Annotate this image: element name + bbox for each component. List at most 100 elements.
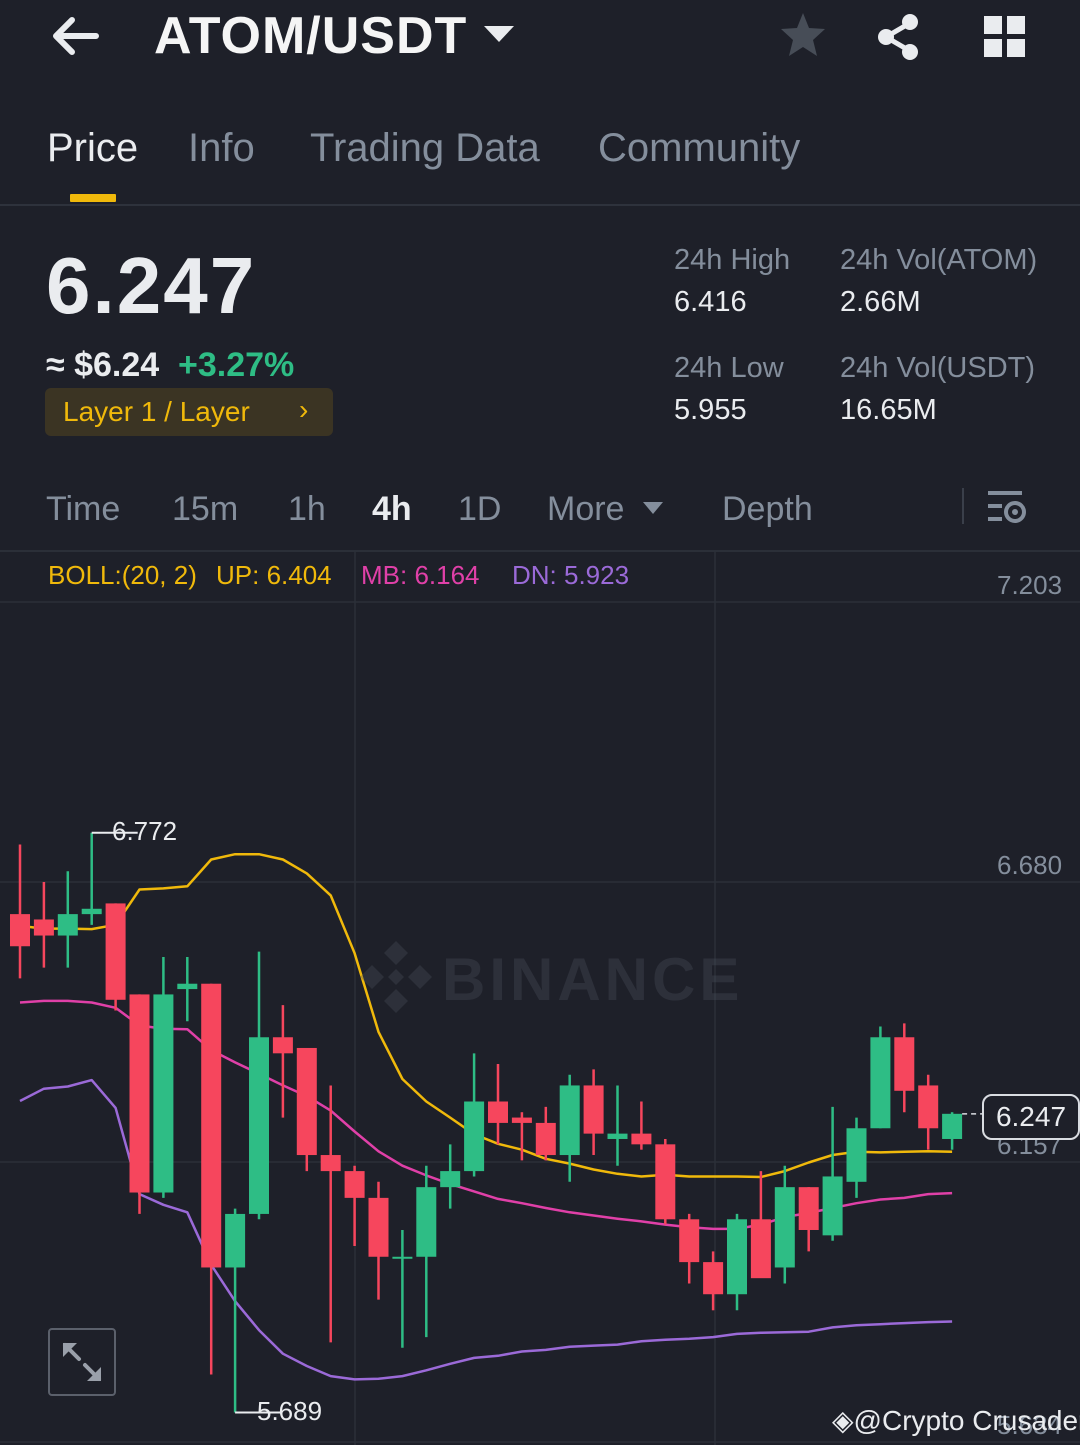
- back-arrow-icon[interactable]: [48, 8, 104, 64]
- candle-body: [559, 1085, 580, 1156]
- boll-upper-line: [19, 852, 953, 1179]
- interval-more[interactable]: More: [547, 490, 625, 528]
- boll-middle-line: [19, 999, 953, 1231]
- candle-body: [105, 903, 126, 1000]
- pair-title[interactable]: ATOM/USDT: [154, 7, 468, 65]
- candle-body: [464, 1101, 485, 1172]
- tab-info[interactable]: Info: [188, 126, 255, 170]
- candle-body: [822, 1176, 843, 1236]
- candle-body: [177, 983, 198, 990]
- candle: [727, 1213, 747, 1311]
- candle-body: [798, 1187, 819, 1230]
- high-24h-label: 24h High: [674, 244, 791, 276]
- candle-body: [249, 1037, 269, 1214]
- tab-trading-data[interactable]: Trading Data: [310, 126, 540, 170]
- candle-body: [750, 1219, 771, 1279]
- chart-canvas: [0, 552, 1080, 1445]
- interval-4h[interactable]: 4h: [372, 490, 412, 528]
- section-tabs: Price Info Trading Data Community: [0, 110, 1080, 206]
- candle-body: [320, 1155, 341, 1172]
- candle-body: [942, 1113, 963, 1139]
- vol-atom-label: 24h Vol(ATOM): [840, 244, 1038, 276]
- candle-body: [201, 983, 222, 1268]
- candle: [559, 1074, 580, 1182]
- candle: [225, 1208, 246, 1413]
- candle: [440, 1144, 461, 1209]
- candle: [870, 1026, 891, 1129]
- credit-watermark: ◈@Crypto Crusader: [832, 1404, 1080, 1437]
- diamond-icon: ◈: [832, 1405, 854, 1436]
- high-24h-value: 6.416: [674, 286, 747, 318]
- star-icon[interactable]: [778, 10, 828, 60]
- low-marker-label: 5.689: [257, 1396, 323, 1426]
- candle: [177, 956, 198, 1022]
- candle: [535, 1106, 556, 1161]
- candle-body: [153, 994, 174, 1193]
- candle: [33, 882, 54, 968]
- candle: [631, 1101, 652, 1150]
- low-24h-value: 5.955: [674, 394, 747, 426]
- y-axis-label: 5.634: [997, 1410, 1063, 1438]
- candle-body: [488, 1101, 508, 1123]
- boll-label[interactable]: BOLL:(20, 2): [48, 560, 197, 590]
- candle-body: [57, 914, 78, 936]
- candle: [798, 1187, 819, 1252]
- interval-1d[interactable]: 1D: [458, 490, 502, 528]
- active-tab-indicator: [70, 194, 116, 202]
- candle-body: [10, 914, 30, 947]
- interval-15m[interactable]: 15m: [172, 490, 239, 528]
- interval-time[interactable]: Time: [46, 490, 121, 528]
- more-caret-icon: [642, 500, 664, 516]
- candle: [416, 1165, 437, 1338]
- depth-tab[interactable]: Depth: [722, 490, 813, 528]
- candle-body: [846, 1128, 867, 1182]
- boll-dn-value: DN: 5.923: [512, 560, 630, 590]
- candle-body: [296, 1047, 317, 1156]
- candle-body: [129, 994, 150, 1193]
- grid-icon[interactable]: [980, 12, 1030, 62]
- watermark-text: BINANCE: [442, 946, 744, 1013]
- candle-body: [918, 1085, 939, 1129]
- candle-body: [631, 1133, 652, 1145]
- candle: [368, 1181, 389, 1300]
- candle: [57, 871, 78, 968]
- candle-body: [607, 1133, 628, 1139]
- candle: [488, 1064, 508, 1145]
- candle-body: [727, 1219, 747, 1295]
- tab-community[interactable]: Community: [598, 126, 801, 170]
- tab-price[interactable]: Price: [47, 126, 139, 170]
- candle: [249, 951, 269, 1220]
- category-tag[interactable]: Layer 1 / Layer ›: [45, 388, 333, 436]
- interval-bar: Time 15m 1h 4h 1D More Depth: [0, 480, 1080, 552]
- candle-body: [368, 1197, 389, 1257]
- vol-atom-value: 2.66M: [840, 286, 921, 318]
- candle: [822, 1106, 843, 1241]
- last-price-tag: 6.247: [982, 1094, 1080, 1140]
- candle: [703, 1251, 724, 1311]
- candle: [655, 1138, 676, 1225]
- candle: [464, 1053, 485, 1177]
- candle-body: [870, 1037, 891, 1129]
- interval-1h[interactable]: 1h: [288, 490, 326, 528]
- candle-body: [774, 1187, 795, 1268]
- candle: [320, 1085, 341, 1343]
- candle-body: [392, 1256, 413, 1259]
- last-price-tag-value: 6.247: [995, 1101, 1067, 1132]
- high-marker-label: 6.772: [112, 816, 178, 846]
- chart-settings-icon[interactable]: [986, 488, 1030, 528]
- candle-body: [703, 1262, 724, 1295]
- candle: [153, 956, 174, 1198]
- candle-body: [225, 1213, 246, 1268]
- credit-text: @Crypto Crusader: [853, 1405, 1080, 1436]
- candle: [129, 994, 150, 1214]
- caret-down-icon[interactable]: [482, 22, 516, 48]
- candle: [10, 844, 30, 979]
- candle: [774, 1165, 795, 1284]
- candle: [679, 1213, 700, 1284]
- candle: [105, 903, 126, 1011]
- boll-up-value: UP: 6.404: [216, 560, 332, 590]
- expand-icon[interactable]: [48, 1328, 116, 1396]
- candle: [511, 1112, 532, 1161]
- share-icon[interactable]: [872, 10, 926, 64]
- candlestick-chart[interactable]: BINANCE BOLL:(20, 2) UP: 6.404 MB: 6.164…: [0, 552, 1080, 1445]
